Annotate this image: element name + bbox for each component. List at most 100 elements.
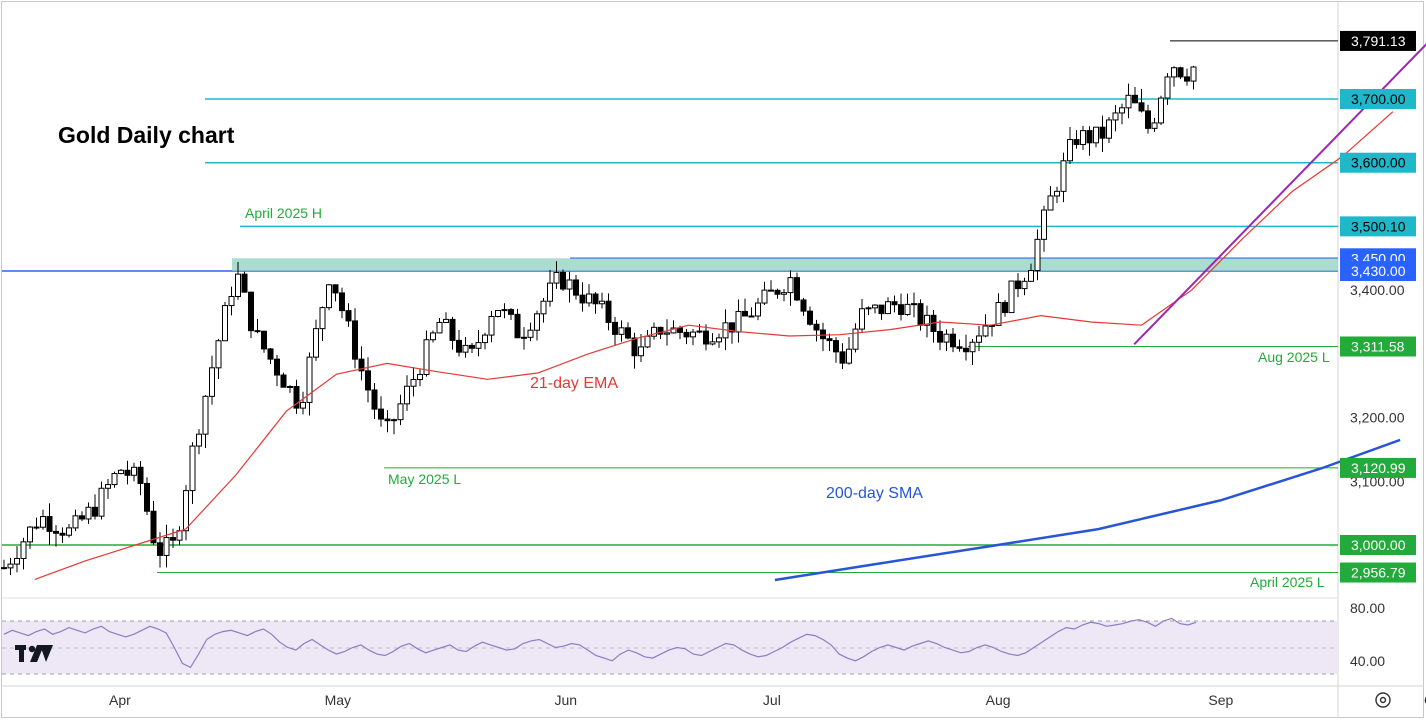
candle-body (1138, 102, 1145, 112)
candle-body (729, 322, 735, 333)
price-badge-label: 3,430.00 (1351, 263, 1406, 279)
candle-body (319, 307, 326, 330)
rsi-tick-label: 40.00 (1350, 653, 1385, 669)
candle-body (189, 445, 196, 492)
candle-body (280, 374, 287, 388)
candle-body (534, 313, 540, 331)
rsi-line (3, 617, 1197, 669)
candle-body (404, 385, 410, 405)
candle-body (508, 309, 514, 315)
candle-body (384, 418, 391, 422)
price-badge-8 (1340, 535, 1416, 555)
price-badge-label: 3,600.00 (1351, 155, 1406, 171)
tradingview-logo (15, 645, 53, 662)
candle-body (267, 348, 274, 360)
candle-body (696, 330, 703, 333)
candle-body (1145, 110, 1151, 129)
price-badge-label: 3,791.13 (1351, 33, 1406, 49)
candle-body (66, 527, 72, 536)
candle-body (924, 314, 930, 326)
candle-body (527, 329, 534, 338)
sma-200-line (774, 438, 1401, 582)
candle-body (755, 302, 761, 317)
aug-low-label: Aug 2025 L (1258, 349, 1330, 365)
candlesticks (1, 65, 1197, 575)
price-badge-label: 3,120.99 (1351, 460, 1406, 476)
candle-body (1132, 94, 1138, 104)
candle-body (839, 351, 846, 364)
price-badge-6 (1340, 336, 1416, 357)
candle-body (852, 328, 859, 350)
candle-body (872, 304, 878, 309)
candle-body (118, 469, 124, 475)
x-tick-label-oct: Oct (1424, 692, 1426, 708)
candle-body (430, 332, 436, 341)
candle-body (1015, 280, 1021, 290)
candle-body (813, 323, 820, 331)
candle-body (495, 309, 501, 317)
candle-body (950, 333, 956, 348)
candle-body (963, 347, 969, 353)
candle-body (1164, 76, 1171, 99)
candle-body (14, 558, 20, 565)
candle-body (46, 516, 53, 532)
candle-body (40, 516, 46, 528)
candle-body (976, 335, 982, 343)
candle-body (716, 337, 722, 343)
candle-body (1060, 160, 1067, 192)
candle-body (657, 326, 664, 335)
candle-body (1, 567, 7, 570)
sma-label: 200-day SMA (826, 485, 923, 502)
candle-body (183, 490, 189, 532)
candle-body (144, 482, 150, 512)
candle-body (326, 284, 332, 309)
candle-body (547, 282, 553, 302)
candle-body (612, 321, 618, 335)
candle-body (410, 379, 417, 387)
candle-body (449, 318, 456, 341)
candle-body (735, 310, 742, 333)
candle-body (79, 515, 85, 520)
candle-body (163, 537, 170, 556)
candle-body (774, 289, 781, 295)
candle-body (391, 419, 397, 422)
candle-body (1067, 139, 1073, 162)
candle-body (209, 367, 215, 397)
rsi-axis: 80.00 40.00 (1350, 600, 1385, 669)
candle-body (98, 487, 105, 517)
candle-body (482, 334, 488, 344)
candle-body (1158, 97, 1164, 124)
candle-body (937, 330, 943, 343)
candle-body (1073, 139, 1080, 145)
horizontal-levels (2, 40, 1338, 574)
x-tick-label-sep: Sep (1208, 692, 1233, 708)
price-badge-9 (1340, 562, 1416, 583)
candle-body (1190, 66, 1197, 82)
candle-body (1093, 126, 1099, 144)
rsi-tick-label: 80.00 (1350, 600, 1385, 616)
candle-body (33, 526, 40, 529)
candle-body (254, 330, 261, 333)
candle-body (677, 327, 683, 333)
x-tick-label-apr: Apr (109, 692, 131, 708)
candle-body (1099, 126, 1106, 139)
candle-body (202, 395, 209, 435)
candle-body (397, 403, 404, 421)
candle-body (826, 338, 833, 342)
candle-body (352, 320, 358, 360)
candle-body (865, 307, 872, 310)
candle-body (560, 271, 566, 290)
trendline (1133, 43, 1426, 345)
candle-body (1112, 112, 1119, 121)
candle-body (1054, 190, 1060, 197)
candle-body (891, 301, 898, 306)
candle-body (475, 342, 482, 349)
candle-body (1125, 94, 1132, 109)
candle-body (651, 326, 657, 337)
candle-body (423, 339, 430, 375)
candle-body (579, 294, 586, 304)
candle-body (488, 315, 495, 336)
candle-body (261, 330, 267, 350)
candle-body (742, 310, 748, 317)
settings-gear-icon[interactable] (1375, 692, 1391, 708)
